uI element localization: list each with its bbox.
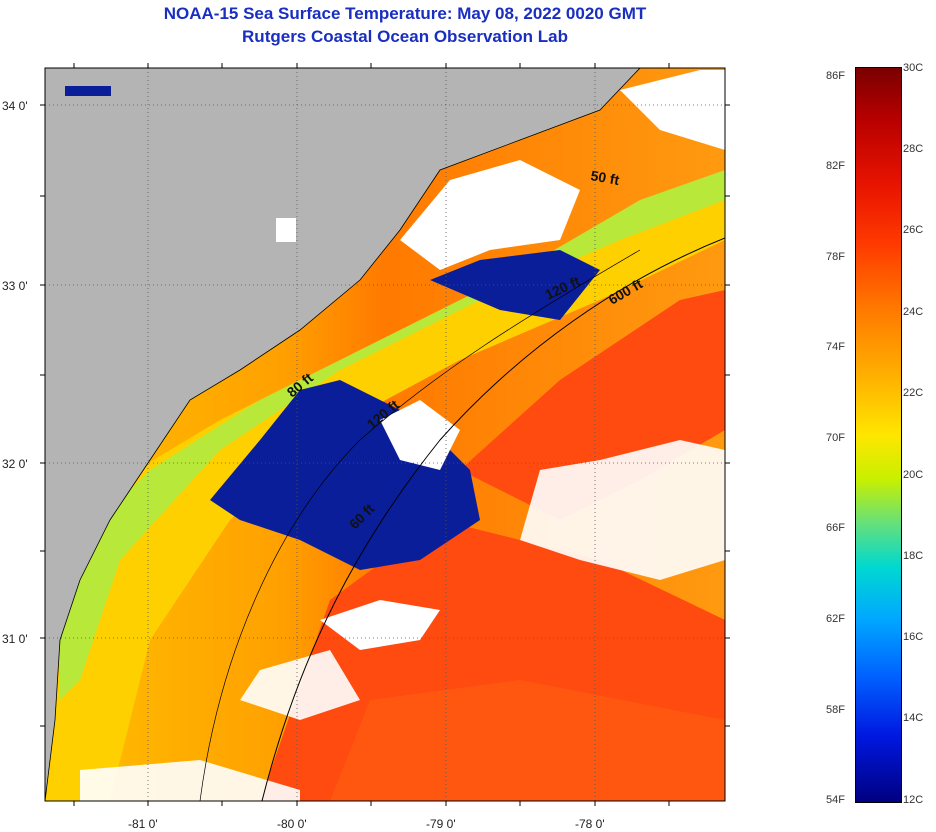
contour-600ft — [261, 237, 725, 801]
colorbar-f-label: 78F — [826, 251, 845, 263]
cloud-cover — [400, 160, 580, 270]
colorbar-c-label: 24C — [903, 306, 924, 318]
colorbar-f-label: 74F — [826, 341, 845, 353]
colorbar-c-label: 22C — [903, 387, 924, 399]
map-title: NOAA-15 Sea Surface Temperature: May 08,… — [163, 4, 647, 23]
lon-label: -78 0' — [575, 817, 605, 831]
lon-label: -80 0' — [277, 817, 307, 831]
colorbar-c-label: 14C — [903, 712, 924, 724]
colorbar-f-label: 62F — [826, 613, 845, 625]
colorbar-f-label: 54F — [826, 794, 845, 806]
cold-water-patch-north — [430, 250, 600, 320]
colorbar-f-label: 82F — [826, 160, 845, 172]
map-frame — [44, 67, 726, 802]
lat-label: 31 0' — [2, 632, 28, 646]
cloud-cover — [320, 600, 440, 650]
cloud-cover — [520, 440, 725, 580]
colorbar-c-label: 20C — [903, 469, 924, 481]
contour-120ft — [199, 249, 641, 801]
land-mass — [45, 68, 641, 801]
lat-label: 32 0' — [2, 457, 28, 471]
colorbar-f-label: 66F — [826, 522, 845, 534]
lon-label: -79 0' — [426, 817, 456, 831]
lat-label: 34 0' — [2, 99, 28, 113]
colorbar-c-label: 30C — [903, 62, 924, 74]
cloud-cover — [620, 70, 725, 150]
cloud-cover — [380, 400, 460, 470]
colorbar-c-label: 16C — [903, 631, 924, 643]
lon-label: -81 0' — [128, 817, 158, 831]
map-subtitle: Rutgers Coastal Ocean Observation Lab — [242, 27, 568, 46]
contour-label: 50 ft — [589, 167, 620, 188]
colorbar-c-label: 18C — [903, 550, 924, 562]
cool-nearshore-band — [60, 170, 725, 700]
shelf-water — [45, 190, 725, 801]
colorbar-f-label: 86F — [826, 70, 845, 82]
colorbar-c-label: 12C — [903, 794, 924, 806]
colorbar-f-label: 70F — [826, 432, 845, 444]
graticule — [45, 68, 725, 801]
colorbar-c-label: 26C — [903, 224, 924, 236]
colorbar-f-label: 58F — [826, 704, 845, 716]
lat-label: 33 0' — [2, 279, 28, 293]
colorbar — [855, 67, 902, 803]
colorbar-c-label: 28C — [903, 143, 924, 155]
